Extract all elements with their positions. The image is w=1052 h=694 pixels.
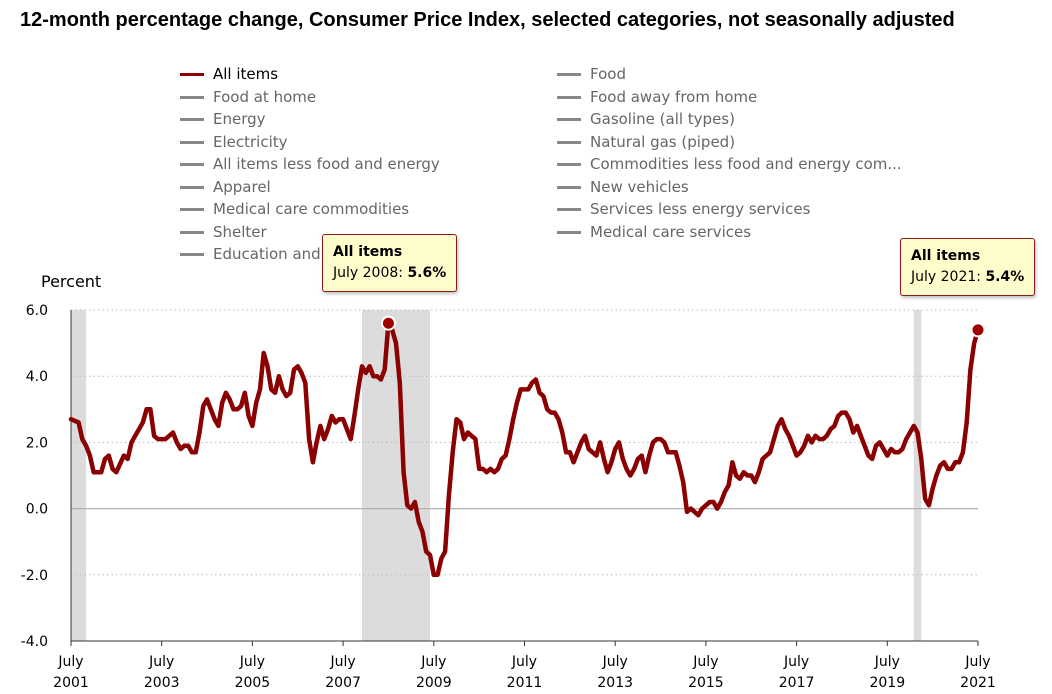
legend-swatch bbox=[557, 163, 581, 166]
legend-label: All items less food and energy bbox=[213, 155, 440, 173]
y-axis-label: Percent bbox=[41, 272, 101, 291]
series-line-all-items bbox=[68, 320, 981, 578]
x-tick-label-month: July bbox=[602, 654, 628, 670]
legend-label: Services less energy services bbox=[590, 200, 811, 218]
legend-swatch bbox=[557, 73, 581, 76]
x-tick-label-year: 2021 bbox=[960, 675, 996, 691]
highlight-point bbox=[380, 315, 396, 331]
highlight-point bbox=[970, 322, 986, 338]
tooltip-value: 5.4% bbox=[985, 269, 1025, 285]
y-tick-label: 6.0 bbox=[26, 303, 48, 319]
legend-swatch bbox=[557, 95, 581, 99]
legend-swatch bbox=[557, 185, 581, 189]
tooltip-july-2008: All items July 2008: 5.6% bbox=[322, 234, 458, 292]
legend-swatch bbox=[180, 140, 204, 144]
x-tick-label-year: 2017 bbox=[779, 675, 815, 691]
legend-swatch bbox=[180, 73, 204, 76]
x-tick-label-month: July bbox=[420, 654, 446, 670]
recession-band bbox=[71, 310, 87, 641]
x-tick-label-year: 2001 bbox=[53, 675, 89, 691]
legend-swatch bbox=[180, 230, 204, 234]
legend-label: Food away from home bbox=[590, 87, 758, 106]
x-tick-label-year: 2005 bbox=[235, 675, 271, 691]
legend-swatch bbox=[180, 185, 204, 189]
y-tick-label: 2.0 bbox=[26, 435, 48, 451]
legend-label: Medical care commodities bbox=[213, 200, 410, 218]
y-tick-label: 0.0 bbox=[26, 502, 48, 518]
legend-label: Energy bbox=[213, 110, 266, 128]
legend-swatch bbox=[180, 163, 204, 166]
legend-label: Electricity bbox=[213, 132, 288, 151]
legend-label: Food bbox=[590, 65, 626, 83]
x-tick-label-month: July bbox=[692, 654, 718, 670]
x-tick-label-year: 2011 bbox=[507, 675, 543, 691]
x-tick-label-year: 2007 bbox=[325, 675, 361, 691]
x-tick-label-month: July bbox=[964, 654, 990, 670]
legend-label: Gasoline (all types) bbox=[590, 110, 735, 128]
legend-swatch bbox=[180, 208, 204, 211]
legend: All items Food at home Energy Electricity Al… bbox=[180, 63, 980, 273]
legend-swatch bbox=[557, 230, 581, 234]
legend-swatch bbox=[557, 140, 581, 144]
legend-label: Natural gas (piped) bbox=[590, 132, 736, 151]
x-tick-label-month: July bbox=[511, 654, 537, 670]
x-tick-label-month: July bbox=[57, 654, 83, 670]
x-tick-label-year: 2003 bbox=[144, 675, 180, 691]
legend-label: Food at home bbox=[213, 87, 317, 106]
legend-swatch bbox=[180, 95, 204, 99]
tooltip-period: July 2008: bbox=[333, 265, 403, 281]
legend-label: Education and bbox=[213, 245, 321, 263]
tooltip-july-2021: All items July 2021: 5.4% bbox=[900, 238, 1036, 296]
chart-title: 12-month percentage change, Consumer Pri… bbox=[20, 9, 955, 31]
x-tick-label-month: July bbox=[783, 654, 809, 670]
legend-label: New vehicles bbox=[590, 177, 689, 196]
x-tick-label-year: 2019 bbox=[869, 675, 905, 691]
tooltip-series-name: All items bbox=[911, 248, 981, 264]
legend-swatch bbox=[557, 118, 581, 121]
x-tick-label-year: 2009 bbox=[416, 675, 452, 691]
recession-band bbox=[913, 310, 922, 641]
legend-swatch bbox=[557, 208, 581, 211]
legend-label: Commodities less food and energy com... bbox=[590, 155, 902, 173]
x-tick-label-month: July bbox=[874, 654, 900, 670]
y-tick-label: 4.0 bbox=[26, 369, 48, 385]
legend-swatch bbox=[180, 118, 204, 121]
tooltip-value: 5.6% bbox=[407, 265, 447, 281]
x-tick-label-year: 2015 bbox=[688, 675, 724, 691]
legend-label: Shelter bbox=[213, 222, 267, 241]
y-tick-label: -2.0 bbox=[21, 568, 48, 584]
x-tick-label-year: 2013 bbox=[597, 675, 633, 691]
legend-label: Apparel bbox=[213, 177, 271, 196]
tooltip-period: July 2021: bbox=[911, 269, 981, 285]
legend-label: Medical care services bbox=[590, 222, 752, 241]
x-tick-label-month: July bbox=[239, 654, 265, 670]
tooltip-series-name: All items bbox=[333, 244, 403, 260]
y-tick-label: -4.0 bbox=[21, 634, 48, 650]
legend-swatch bbox=[180, 253, 204, 256]
x-tick-label-month: July bbox=[330, 654, 356, 670]
legend-label: All items bbox=[213, 65, 279, 83]
x-tick-label-month: July bbox=[148, 654, 174, 670]
